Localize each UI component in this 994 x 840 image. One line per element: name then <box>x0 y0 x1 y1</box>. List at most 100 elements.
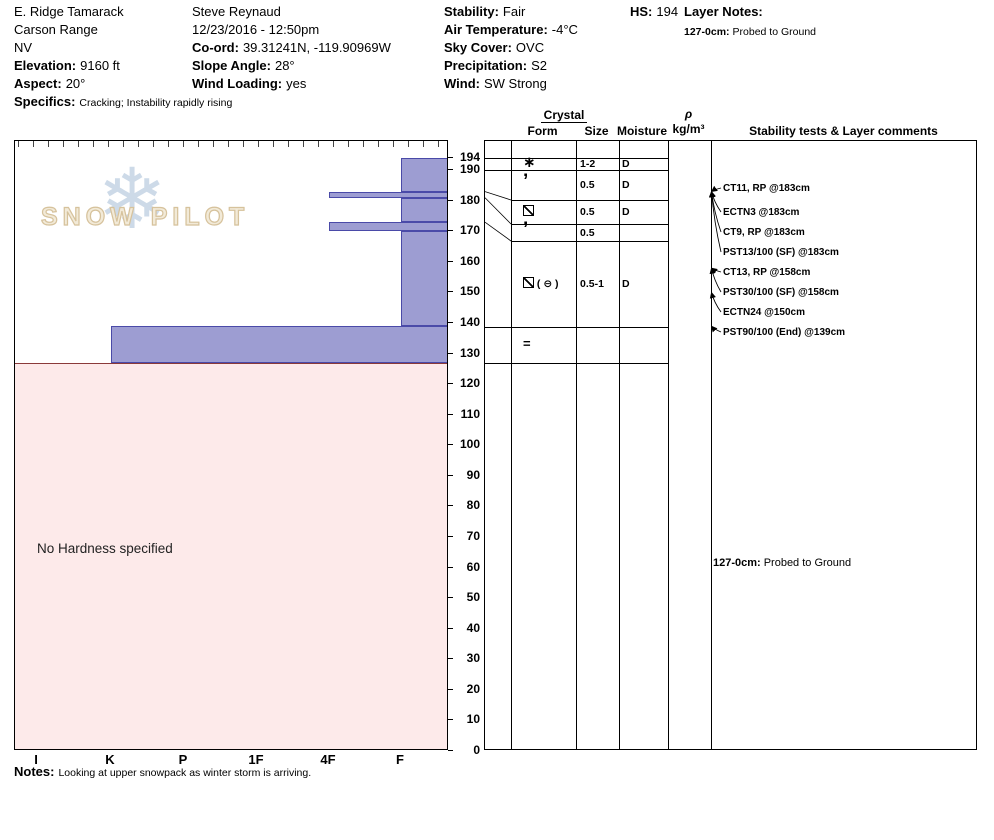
depth-tick <box>448 322 453 324</box>
site-name: E. Ridge Tamarack <box>14 4 124 19</box>
density-symbol-header: ρ <box>684 107 693 121</box>
coord-label: Co-ord: <box>192 40 239 55</box>
crystal-size-5: 0.5-1 <box>580 278 604 290</box>
wind-value: SW Strong <box>483 76 547 91</box>
moisture-3: D <box>622 206 630 218</box>
wind-loading-label: Wind Loading: <box>192 76 283 91</box>
table-row-line <box>511 241 668 242</box>
depth-tick <box>448 230 453 232</box>
depth-tick <box>448 566 453 568</box>
top-axis-minor-ticks <box>18 141 444 147</box>
depth-tick-label: 194 <box>459 150 480 164</box>
air-temp-value: -4°C <box>551 22 578 37</box>
faceted-crystal-icon <box>523 205 534 216</box>
depth-tick-label: 60 <box>466 559 480 574</box>
hs-line: HS: 194 <box>630 5 678 19</box>
stability-test-6: PST30/100 (SF) @158cm <box>723 287 839 298</box>
stability-line: Stability: Fair <box>444 5 525 19</box>
crystal-header: Crystal <box>510 108 618 123</box>
depth-tick-label: 100 <box>459 437 480 452</box>
form-header: Form <box>527 124 558 138</box>
slope-angle-label: Slope Angle: <box>192 58 271 73</box>
table-row-line <box>511 224 668 225</box>
specifics-label: Specifics: <box>14 94 76 109</box>
new-snow-icon: ∗ <box>523 154 536 171</box>
depth-tick <box>448 719 453 721</box>
depth-tick <box>448 157 453 158</box>
ice-formation-icon: = <box>523 336 531 351</box>
layer-comment-depth: 127-0cm: <box>713 557 761 569</box>
stability-test-7: ECTN24 @150cm <box>723 307 806 318</box>
table-column-line <box>668 141 669 749</box>
mountain-range: Carson Range <box>14 22 98 37</box>
layer-leader-line <box>485 191 512 201</box>
test-arrow <box>709 190 722 233</box>
depth-tick <box>448 750 453 751</box>
elevation-line: Elevation: 9160 ft <box>14 59 120 73</box>
snow-layer-bar-K <box>111 326 447 363</box>
depth-tick <box>448 199 453 201</box>
notes-text: Looking at upper snowpack as winter stor… <box>58 767 312 779</box>
test-arrow <box>710 267 722 274</box>
depth-tick-label: 50 <box>466 590 480 605</box>
hardness-label-I: I <box>34 752 38 767</box>
depth-tick-label: 140 <box>459 315 480 330</box>
aspect-value: 20° <box>65 76 86 91</box>
coordinates-line: Co-ord: 39.31241N, -119.90969W <box>192 41 391 55</box>
stability-test-5: CT13, RP @158cm <box>723 267 811 278</box>
depth-tick-label: 20 <box>466 681 480 696</box>
depth-tick <box>448 597 453 599</box>
depth-tick-label: 120 <box>459 376 480 391</box>
table-column-line <box>711 141 712 749</box>
air-temp-line: Air Temperature: -4°C <box>444 23 578 37</box>
table-row-line <box>485 158 668 159</box>
air-temp-label: Air Temperature: <box>444 22 548 37</box>
crystal-size-3: 0.5 <box>580 206 595 218</box>
layer-note-line: 127-0cm: Probed to Ground <box>684 24 816 39</box>
crystal-size-1: 1-2 <box>580 158 596 170</box>
depth-tick-label: 130 <box>459 345 480 360</box>
snow-layer-bar-F <box>401 197 447 223</box>
depth-tick-label: 0 <box>473 743 480 757</box>
hs-value: 194 <box>656 4 679 19</box>
depth-tick-label: 80 <box>466 498 480 513</box>
comments-header: Stability tests & Layer comments <box>749 124 938 138</box>
layer-note-text: Probed to Ground <box>732 26 817 38</box>
wind-loading-line: Wind Loading: yes <box>192 77 306 91</box>
slope-angle-value: 28° <box>274 58 295 73</box>
hardness-profile-chart: ❄ SNOW PILOT No Hardness specified <box>14 140 448 750</box>
test-arrow <box>708 190 722 253</box>
test-arrow <box>709 267 722 293</box>
slope-angle-line: Slope Angle: 28° <box>192 59 295 73</box>
no-hardness-label: No Hardness specified <box>37 541 173 556</box>
depth-tick <box>448 413 453 415</box>
specifics-value: Cracking; Instability rapidly rising <box>79 97 233 109</box>
precip-label: Precipitation: <box>444 58 528 73</box>
aspect-label: Aspect: <box>14 76 62 91</box>
depth-tick-label: 90 <box>466 467 480 482</box>
hardness-label-F: F <box>396 752 404 767</box>
layer-note-depth: 127-0cm: <box>684 26 730 38</box>
test-arrow <box>711 325 722 333</box>
depth-tick-label: 170 <box>459 223 480 238</box>
stability-test-2: ECTN3 @183cm <box>723 207 800 218</box>
hs-label: HS: <box>630 4 653 19</box>
depth-tick <box>448 169 453 171</box>
depth-tick <box>448 291 453 293</box>
depth-tick <box>448 444 453 446</box>
moisture-2: D <box>622 179 630 191</box>
sky-cover-value: OVC <box>515 40 545 55</box>
depth-tick <box>448 536 453 538</box>
table-row-line <box>485 363 668 364</box>
faceted-crystal-icon <box>523 277 534 288</box>
precip-value: S2 <box>531 58 547 73</box>
depth-tick-label: 190 <box>459 162 480 177</box>
snow-layer-bar-4F <box>329 222 447 232</box>
crystal-size-2: 0.5 <box>580 179 595 191</box>
layer-comment-text: Probed to Ground <box>763 557 852 569</box>
table-column-line <box>511 141 512 749</box>
snowflake-icon: ❄ <box>97 150 168 248</box>
size-header: Size <box>584 124 609 138</box>
state: NV <box>14 40 33 55</box>
